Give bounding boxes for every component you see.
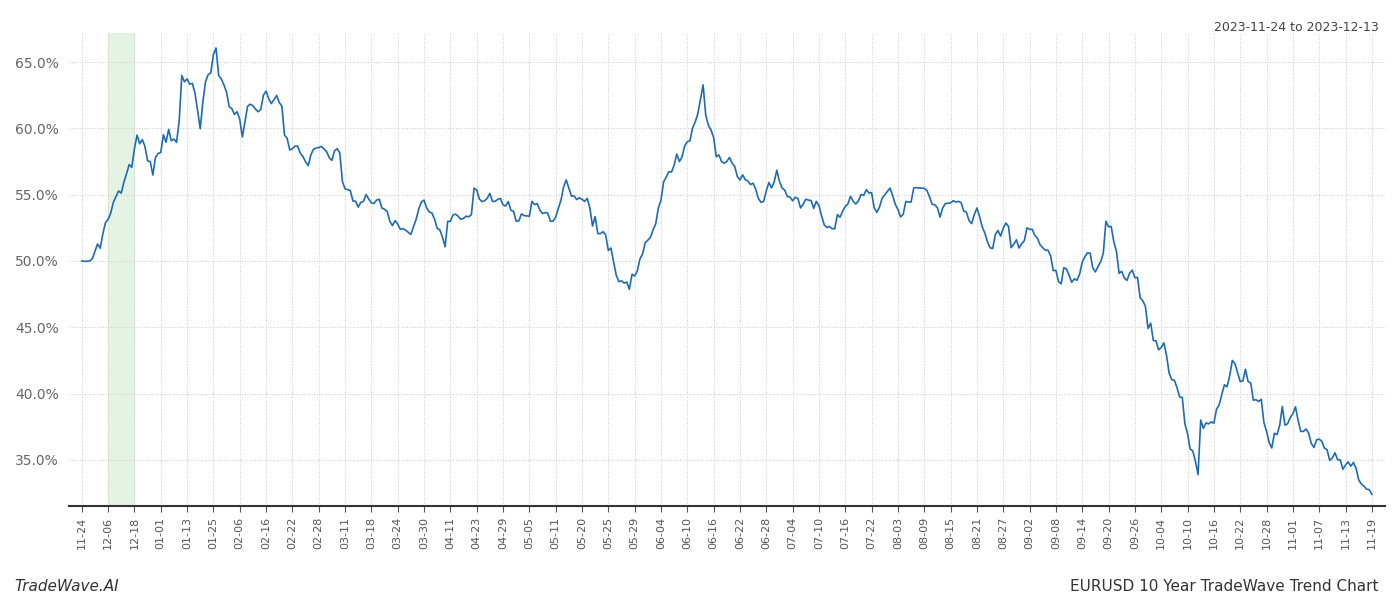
Text: 2023-11-24 to 2023-12-13: 2023-11-24 to 2023-12-13 (1214, 21, 1379, 34)
Text: EURUSD 10 Year TradeWave Trend Chart: EURUSD 10 Year TradeWave Trend Chart (1071, 579, 1379, 594)
Bar (108, 33, 134, 506)
Text: TradeWave.AI: TradeWave.AI (14, 579, 119, 594)
